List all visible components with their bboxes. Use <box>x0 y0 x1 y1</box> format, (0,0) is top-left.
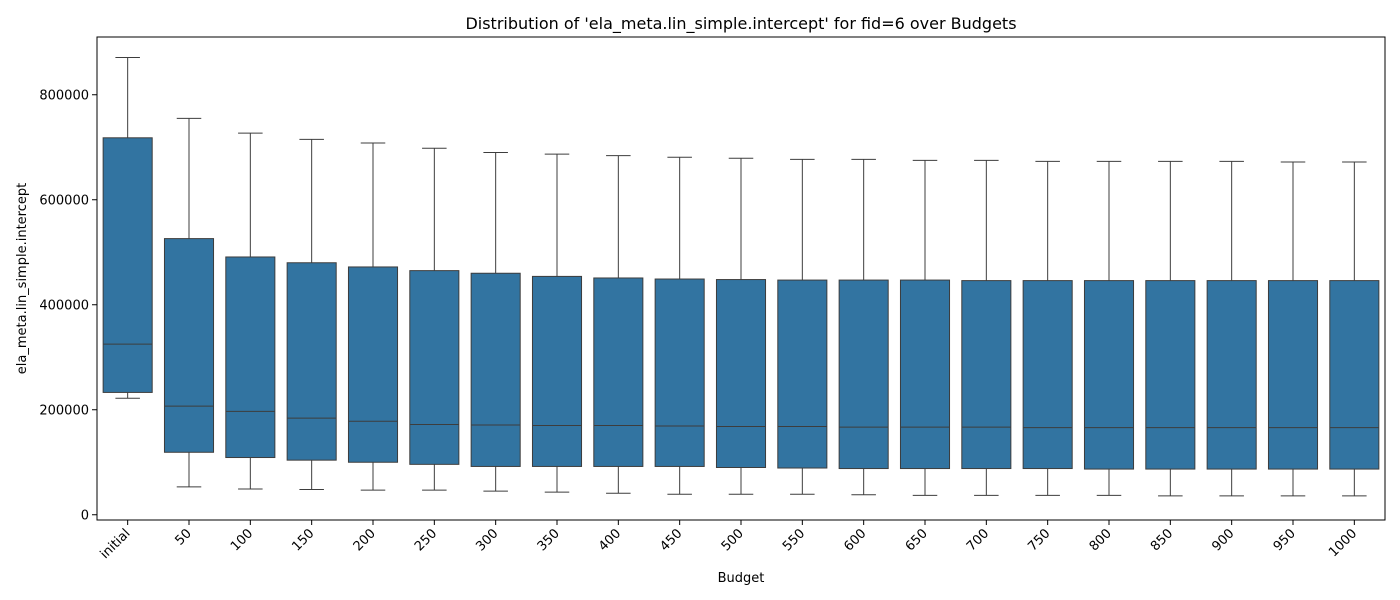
box-500 <box>715 157 767 495</box>
x-tick-label: 850 <box>1148 526 1176 554</box>
y-tick-label: 400000 <box>39 298 89 313</box>
x-tick-label: 800 <box>1087 526 1115 554</box>
iqr-box <box>777 279 828 469</box>
x-tick-label: 450 <box>657 526 685 554</box>
y-axis-label: ela_meta.lin_simple.intercept <box>15 183 30 374</box>
iqr-box <box>838 279 889 470</box>
x-tick-label: 350 <box>535 526 563 554</box>
box-900 <box>1206 160 1257 497</box>
x-tick-label: initial <box>98 526 134 562</box>
x-tick-label: 700 <box>964 526 992 554</box>
iqr-box <box>1206 280 1257 470</box>
box-550 <box>777 158 828 495</box>
iqr-box <box>961 280 1012 470</box>
x-tick-label: 200 <box>351 526 379 554</box>
x-tick-label: 900 <box>1209 526 1237 554</box>
iqr-box <box>347 266 399 463</box>
iqr-box <box>225 256 276 459</box>
box-50 <box>163 117 215 488</box>
x-tick-label: 750 <box>1025 526 1053 554</box>
x-tick-label: 600 <box>841 526 869 554</box>
box-400 <box>593 155 644 494</box>
x-tick-label: 400 <box>596 526 624 554</box>
iqr-box <box>531 275 583 467</box>
iqr-box <box>163 238 215 453</box>
box-200 <box>347 142 399 491</box>
box-850 <box>1145 160 1196 497</box>
x-axis: initial 50 100 150 200 250 300 350 400 450 500 550 6… <box>98 520 1360 562</box>
box-700 <box>961 159 1012 496</box>
x-tick-label: 950 <box>1271 526 1299 554</box>
iqr-box <box>286 262 337 461</box>
iqr-box <box>470 272 521 467</box>
box-950 <box>1267 161 1319 497</box>
x-tick-label: 100 <box>228 526 256 554</box>
iqr-box <box>1022 280 1073 470</box>
iqr-box <box>899 279 951 470</box>
iqr-box <box>102 137 153 393</box>
iqr-box <box>593 277 644 467</box>
box-350 <box>531 153 583 493</box>
iqr-box <box>1267 280 1319 470</box>
box-750 <box>1022 160 1073 496</box>
box-1000 <box>1329 161 1380 497</box>
box-100 <box>225 132 276 490</box>
box-300 <box>470 152 521 492</box>
x-tick-label: 150 <box>289 526 317 554</box>
y-tick-label: 0 <box>81 508 89 523</box>
iqr-box <box>1145 280 1196 470</box>
iqr-box <box>409 270 460 465</box>
box-650 <box>899 159 951 496</box>
y-tick-label: 600000 <box>39 193 89 208</box>
iqr-box <box>654 278 705 467</box>
x-tick-label: 50 <box>173 526 195 548</box>
iqr-box <box>1329 280 1380 470</box>
y-axis: 0 200000 400000 600000 800000 <box>39 88 97 523</box>
x-tick-label: 300 <box>473 526 501 554</box>
y-tick-label: 800000 <box>39 88 89 103</box>
box-600 <box>838 158 889 496</box>
iqr-box <box>715 279 767 468</box>
x-tick-label: 650 <box>903 526 931 554</box>
chart-title: Distribution of 'ela_meta.lin_simple.int… <box>465 14 1016 34</box>
x-tick-label: 1000 <box>1326 526 1360 560</box>
x-tick-label: 500 <box>719 526 747 554</box>
box-150 <box>286 138 337 491</box>
box-450 <box>654 156 705 495</box>
iqr-box <box>1083 280 1135 470</box>
box-initial <box>102 56 153 399</box>
box-800 <box>1083 160 1135 496</box>
y-tick-label: 200000 <box>39 403 89 418</box>
x-tick-label: 250 <box>412 526 440 554</box>
plot-area <box>102 56 1380 497</box>
x-tick-label: 550 <box>780 526 808 554</box>
x-axis-label: Budget <box>718 571 765 586</box>
box-250 <box>409 147 460 491</box>
